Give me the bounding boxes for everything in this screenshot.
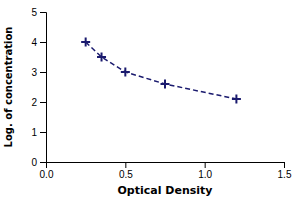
tick-mark bbox=[284, 162, 285, 168]
tick: 0 bbox=[31, 157, 46, 168]
tick: 1 bbox=[31, 127, 46, 138]
tick-mark bbox=[40, 102, 46, 103]
line bbox=[86, 42, 237, 99]
tick-label: 1.0 bbox=[198, 169, 212, 180]
tick-label: 0.5 bbox=[119, 169, 133, 180]
tick: 4 bbox=[31, 37, 46, 48]
tick: 1.5 bbox=[278, 162, 292, 180]
plot: 0.0 0.5 1.0 1.5 0 1 2 3 4 5 bbox=[31, 7, 291, 180]
tick-label: 5 bbox=[31, 7, 37, 18]
tick-label: 4 bbox=[31, 37, 37, 48]
point bbox=[161, 80, 170, 89]
chart: 0.0 0.5 1.0 1.5 0 1 2 3 4 5 Optical Density Log. of… bbox=[0, 0, 300, 200]
x-axis: 0.0 0.5 1.0 1.5 bbox=[40, 162, 292, 180]
tick-mark bbox=[205, 162, 206, 168]
tick-mark bbox=[40, 132, 46, 133]
tick-label: 1.5 bbox=[278, 169, 292, 180]
point bbox=[232, 95, 241, 104]
tick-label: 0 bbox=[31, 157, 37, 168]
tick-mark bbox=[125, 162, 126, 168]
x-axis-title: Optical Density bbox=[118, 184, 213, 197]
tick-mark bbox=[40, 42, 46, 43]
y-axis: 0 1 2 3 4 5 bbox=[31, 7, 46, 168]
tick-mark bbox=[40, 12, 46, 13]
tick: 0.5 bbox=[119, 162, 133, 180]
point bbox=[81, 38, 90, 47]
tick-mark bbox=[40, 162, 46, 163]
axis-line bbox=[40, 13, 47, 163]
tick-mark bbox=[40, 72, 46, 73]
marks bbox=[81, 38, 241, 104]
tick: 5 bbox=[31, 7, 46, 18]
axis-line bbox=[47, 163, 285, 169]
point bbox=[97, 53, 106, 62]
point bbox=[121, 68, 130, 77]
tick-label: 0.0 bbox=[40, 169, 54, 180]
y-axis-title: Log. of concentration bbox=[3, 27, 14, 148]
tick: 1.0 bbox=[198, 162, 212, 180]
tick: 0.0 bbox=[40, 162, 54, 180]
tick: 3 bbox=[31, 67, 46, 78]
tick-label: 2 bbox=[31, 97, 37, 108]
tick: 2 bbox=[31, 97, 46, 108]
tick-label: 1 bbox=[31, 127, 37, 138]
tick-label: 3 bbox=[31, 67, 37, 78]
